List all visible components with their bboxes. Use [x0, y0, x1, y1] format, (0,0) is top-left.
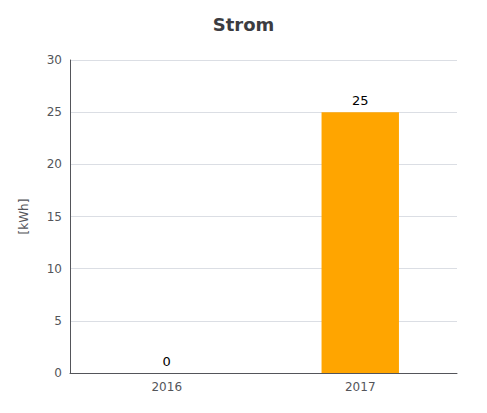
svg-text:25: 25 [352, 93, 369, 108]
svg-text:20: 20 [47, 157, 62, 171]
svg-text:10: 10 [47, 262, 62, 276]
svg-text:[kWh]: [kWh] [17, 199, 31, 235]
svg-text:0: 0 [163, 354, 171, 369]
svg-text:30: 30 [47, 53, 62, 67]
svg-text:Strom: Strom [213, 14, 275, 35]
svg-text:0: 0 [54, 366, 62, 380]
svg-text:5: 5 [54, 314, 62, 328]
svg-text:2017: 2017 [345, 380, 376, 394]
svg-text:2016: 2016 [151, 380, 182, 394]
svg-text:25: 25 [47, 105, 62, 119]
svg-text:15: 15 [47, 210, 62, 224]
